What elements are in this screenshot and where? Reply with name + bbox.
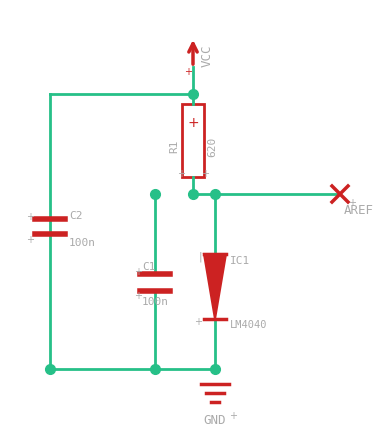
Text: +: + bbox=[26, 234, 34, 244]
Text: C2: C2 bbox=[69, 211, 83, 220]
Text: 620: 620 bbox=[207, 136, 217, 156]
Text: GND: GND bbox=[204, 413, 226, 427]
Text: AREF: AREF bbox=[344, 204, 374, 217]
Text: +: + bbox=[229, 410, 237, 420]
Text: +: + bbox=[187, 116, 199, 130]
Text: |: | bbox=[198, 251, 202, 261]
Text: +: + bbox=[26, 212, 34, 222]
Text: VCC: VCC bbox=[201, 45, 214, 67]
Text: LM4040: LM4040 bbox=[230, 319, 267, 329]
Text: IC1: IC1 bbox=[230, 255, 250, 265]
Polygon shape bbox=[204, 254, 226, 319]
Text: 100n: 100n bbox=[69, 237, 96, 247]
Text: R1: R1 bbox=[169, 139, 179, 153]
Text: 100n: 100n bbox=[142, 297, 169, 306]
Text: +: + bbox=[134, 290, 142, 300]
Text: +: + bbox=[348, 198, 356, 208]
Bar bbox=[182, 105, 204, 177]
Text: +: + bbox=[201, 169, 209, 179]
Text: +: + bbox=[177, 169, 185, 179]
Text: +: + bbox=[194, 316, 202, 326]
Text: +: + bbox=[134, 266, 142, 276]
Text: C1: C1 bbox=[142, 261, 156, 272]
Text: +: + bbox=[184, 67, 192, 77]
